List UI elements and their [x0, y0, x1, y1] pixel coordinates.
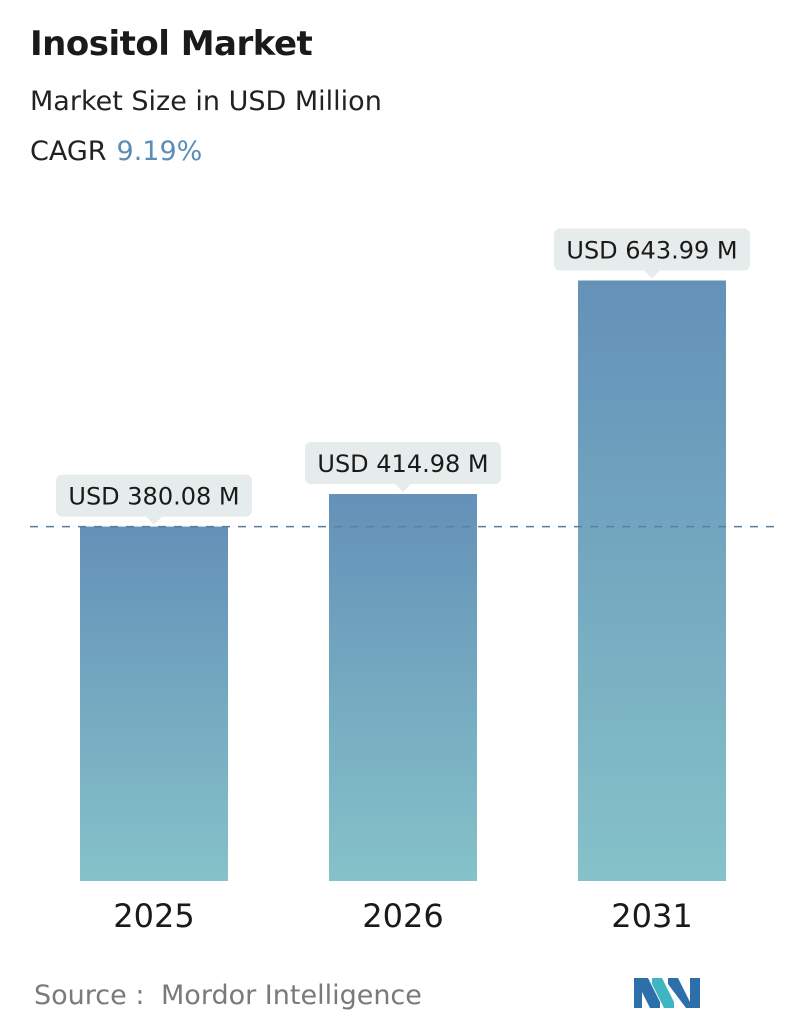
chart-subtitle: Market Size in USD Million — [30, 86, 382, 117]
value-callout-2025: USD 380.08 M — [56, 474, 252, 525]
value-callout-pointer — [644, 270, 660, 279]
data-label: USD 380.08 M — [68, 483, 239, 511]
source-label: Source : — [34, 980, 145, 1011]
source-value: Mordor Intelligence — [161, 980, 422, 1011]
cagr-row: CAGR 9.19% — [30, 136, 202, 167]
bar-2026 — [329, 494, 477, 881]
bar-2025 — [80, 526, 228, 881]
value-callout-2026: USD 414.98 M — [305, 442, 501, 493]
bar-2031 — [578, 280, 726, 881]
source-footer: Source : Mordor Intelligence — [34, 980, 422, 1011]
x-tick-label: 2026 — [362, 897, 443, 935]
value-callout-2031: USD 643.99 M — [554, 228, 750, 279]
chart-title: Inositol Market — [30, 24, 313, 64]
value-callout-pointer — [146, 516, 162, 525]
x-tick-label: 2031 — [611, 897, 692, 935]
data-label: USD 643.99 M — [566, 236, 737, 264]
x-tick-label: 2025 — [113, 897, 194, 935]
data-label: USD 414.98 M — [317, 450, 488, 478]
cagr-value: 9.19% — [116, 136, 203, 167]
value-callout-pointer — [395, 484, 411, 493]
value-callout-box — [554, 228, 750, 271]
value-callout-box — [305, 442, 501, 485]
cagr-label: CAGR — [30, 136, 107, 167]
mordor-intelligence-logo-icon — [634, 972, 700, 1012]
value-callout-box — [56, 474, 252, 517]
